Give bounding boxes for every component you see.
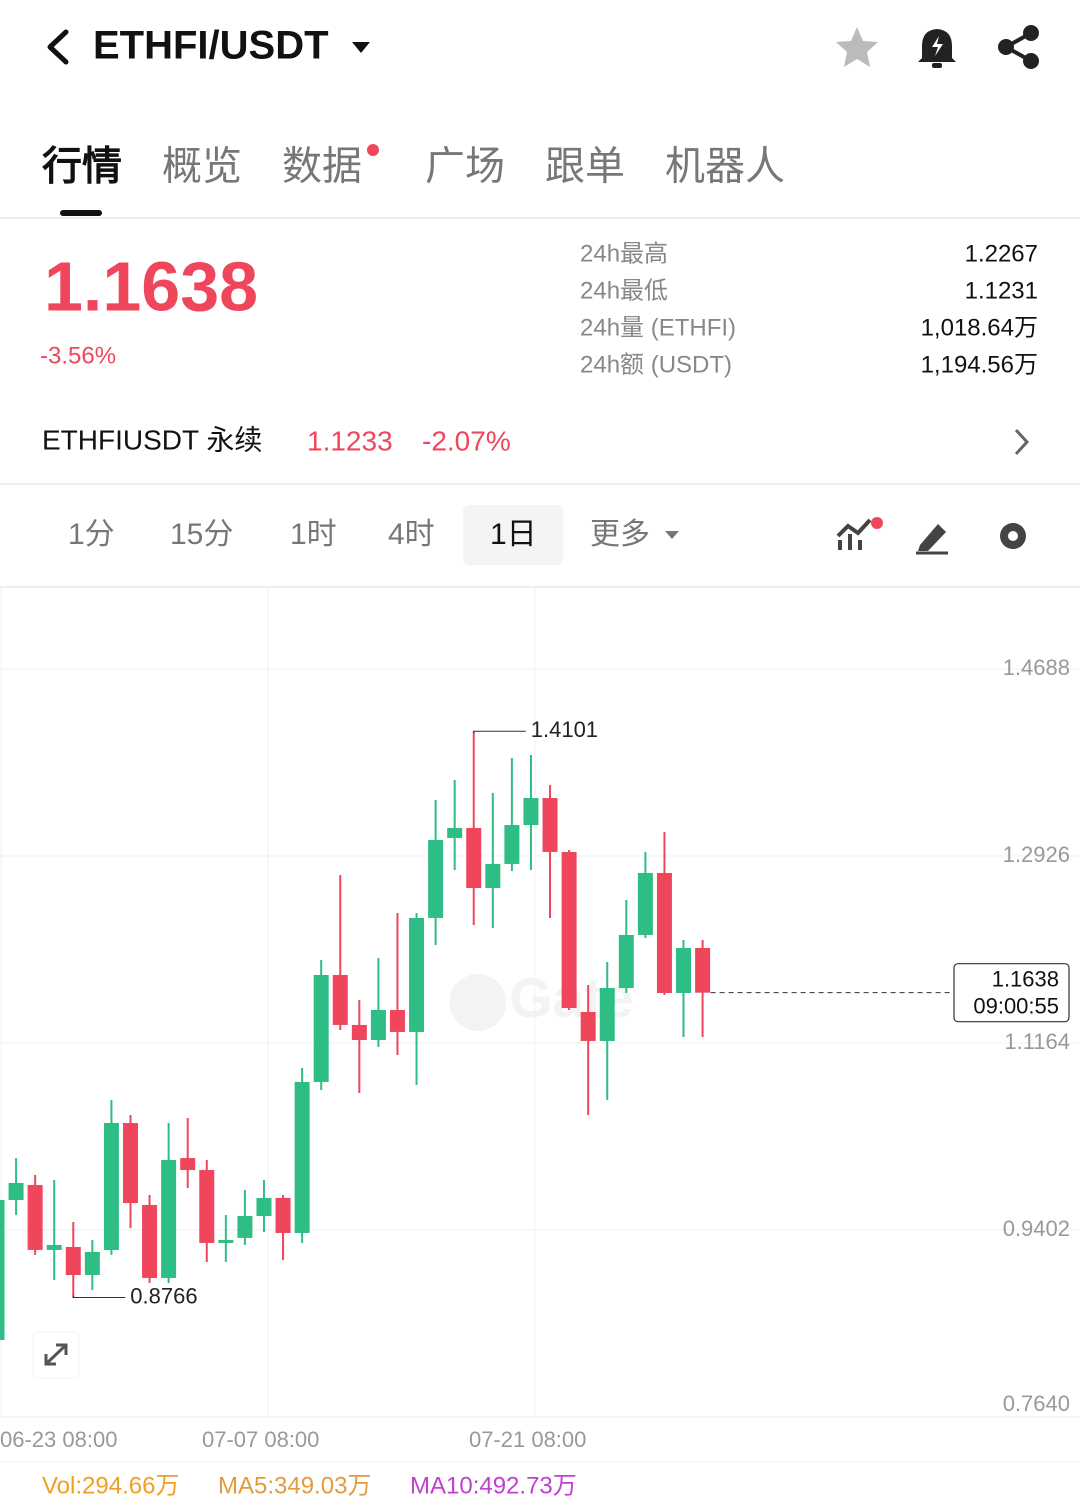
timeframe[interactable]: 1日 xyxy=(490,518,537,551)
candle-body xyxy=(447,827,463,838)
candle-body xyxy=(142,1204,158,1278)
y-tick-label: 1.2926 xyxy=(1003,842,1070,867)
candle-body xyxy=(161,1159,177,1278)
y-tick-label: 0.7640 xyxy=(1003,1391,1070,1416)
volume-label: Vol:294.66万 xyxy=(42,1472,179,1499)
candle-body xyxy=(618,934,634,989)
candle-body xyxy=(122,1123,138,1204)
last-price-box xyxy=(953,963,1070,1023)
candle-body xyxy=(237,1215,253,1238)
tab[interactable]: 数据 xyxy=(282,145,362,189)
candle-body xyxy=(428,839,444,918)
low-marker xyxy=(72,1295,126,1298)
timeframe[interactable]: 1时 xyxy=(290,518,337,551)
candle-body xyxy=(65,1246,81,1275)
tab[interactable]: 广场 xyxy=(425,145,505,189)
last-price-label: 1.1638 xyxy=(992,966,1059,991)
stat-value: 1.2267 xyxy=(965,240,1038,267)
stat-label: 24h最高 xyxy=(580,240,668,267)
tab[interactable]: 机器人 xyxy=(665,145,785,189)
alert-icon[interactable] xyxy=(918,29,956,68)
candle-body xyxy=(695,948,711,993)
timeframe[interactable]: 15分 xyxy=(170,518,233,551)
y-tick-label: 1.1164 xyxy=(1004,1029,1070,1054)
draw-icon[interactable] xyxy=(916,524,948,555)
candle-body xyxy=(199,1170,215,1243)
last-price-time: 09:00:55 xyxy=(973,993,1059,1018)
candle-body xyxy=(485,863,501,889)
candle-body xyxy=(637,872,653,935)
timeframe[interactable]: 更多 xyxy=(590,518,650,551)
price-change: -3.56% xyxy=(40,342,116,369)
candle-body xyxy=(218,1239,234,1243)
candle-body xyxy=(84,1251,100,1275)
pair-title[interactable]: ETHFI/USDT xyxy=(93,24,329,68)
timeframe-selected-bg xyxy=(463,505,563,565)
expand-button[interactable] xyxy=(32,1331,80,1379)
ma10-label: MA10:492.73万 xyxy=(410,1472,577,1499)
stat-value: 1.1231 xyxy=(965,277,1038,304)
stat-value: 1,194.56万 xyxy=(921,351,1038,378)
timeframe[interactable]: 1分 xyxy=(68,518,115,551)
x-tick-label: 07-07 08:00 xyxy=(202,1427,319,1452)
candle-body xyxy=(313,974,329,1082)
y-tick-label: 1.4688 xyxy=(1003,655,1070,680)
stat-label: 24h额 (USDT) xyxy=(580,351,732,378)
perp-change: -2.07% xyxy=(422,425,511,456)
x-tick-label: 06-23 08:00 xyxy=(0,1427,117,1452)
stat-label: 24h最低 xyxy=(580,277,668,304)
low-label: 0.8766 xyxy=(130,1283,197,1308)
candle-body xyxy=(656,872,672,994)
candle-body xyxy=(523,798,539,825)
tab[interactable]: 行情 xyxy=(42,145,122,189)
candle-body xyxy=(180,1158,196,1171)
high-label: 1.4101 xyxy=(531,717,598,742)
pair-dropdown[interactable] xyxy=(352,42,370,53)
tab[interactable]: 概览 xyxy=(162,145,242,189)
candle-body xyxy=(542,798,558,852)
candle-body xyxy=(103,1123,119,1250)
candle-body xyxy=(409,917,425,1032)
last-price: 1.1638 xyxy=(44,247,258,325)
candle-body xyxy=(8,1182,24,1200)
candle-body xyxy=(370,1009,386,1041)
back-button[interactable] xyxy=(47,29,69,65)
candle-body xyxy=(294,1081,310,1233)
candle-body xyxy=(27,1184,43,1250)
candle-body xyxy=(676,948,692,994)
candle-body xyxy=(466,827,482,889)
stat-label: 24h量 (ETHFI) xyxy=(580,314,736,341)
candle-body xyxy=(504,824,520,864)
y-tick-label: 0.9402 xyxy=(1003,1216,1070,1241)
candle-body xyxy=(389,1009,405,1032)
candle-body xyxy=(275,1197,291,1233)
x-tick-label: 07-21 08:00 xyxy=(469,1427,586,1452)
share-icon[interactable] xyxy=(998,25,1039,69)
favorite-icon[interactable] xyxy=(836,27,878,67)
candle-body xyxy=(256,1197,272,1216)
candle-body xyxy=(332,974,348,1025)
perp-chevron[interactable] xyxy=(1014,428,1030,456)
candle-body xyxy=(46,1244,62,1250)
candle-body xyxy=(599,988,615,1041)
high-marker xyxy=(473,730,526,734)
candle-body xyxy=(351,1024,367,1041)
timeframe-dropdown[interactable] xyxy=(665,531,679,539)
candle-body xyxy=(561,851,577,1008)
candle-body xyxy=(0,1199,5,1340)
indicator-icon[interactable] xyxy=(836,517,883,550)
settings-icon[interactable] xyxy=(1000,523,1026,549)
timeframe[interactable]: 4时 xyxy=(388,518,435,551)
tab[interactable]: 跟单 xyxy=(545,145,625,189)
tab-badge xyxy=(367,144,379,156)
stat-value: 1,018.64万 xyxy=(921,314,1038,341)
candle-body xyxy=(580,1011,596,1041)
tab-underline xyxy=(60,210,102,216)
perp-name[interactable]: ETHFIUSDT 永续 xyxy=(42,424,262,455)
perp-price: 1.1233 xyxy=(307,425,393,456)
ma5-label: MA5:349.03万 xyxy=(218,1472,371,1499)
